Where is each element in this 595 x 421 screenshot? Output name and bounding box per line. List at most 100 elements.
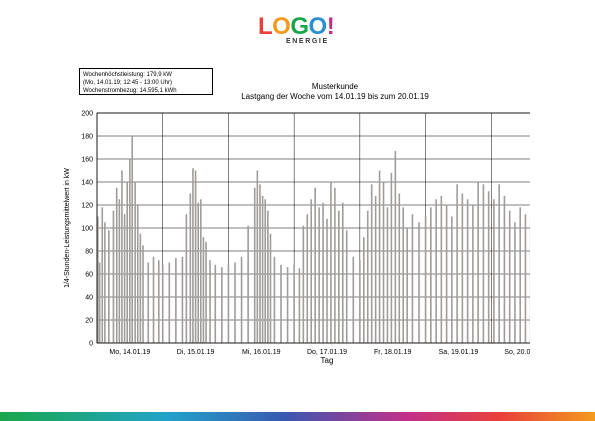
x-tick-label: Di, 15.01.19 <box>177 349 215 356</box>
logo-letter-o2: O <box>308 13 328 40</box>
load-bar <box>451 216 453 343</box>
load-bar <box>406 228 408 343</box>
y-tick-label: 140 <box>81 180 93 187</box>
load-bar <box>341 202 344 343</box>
load-bar <box>487 191 490 343</box>
load-bar <box>192 168 194 343</box>
load-bar <box>200 199 202 343</box>
y-tick-label: 160 <box>81 157 93 164</box>
load-bar <box>374 195 377 343</box>
chart-subtitle: Lastgang der Woche vom 14.01.19 bis zum … <box>241 92 429 101</box>
load-bar <box>247 225 249 343</box>
load-bar <box>131 136 134 343</box>
load-bar <box>352 256 355 343</box>
load-bar <box>259 184 261 343</box>
load-bar <box>466 199 469 343</box>
load-bar <box>168 262 171 343</box>
logo-subtitle: ENERGIE <box>286 38 329 45</box>
load-bar <box>493 199 495 343</box>
load-bar <box>197 202 199 343</box>
load-bar <box>456 184 458 343</box>
load-bar <box>118 199 121 343</box>
load-bar <box>334 187 336 343</box>
load-bar <box>112 210 115 343</box>
load-bar <box>129 159 131 343</box>
load-bar <box>256 170 259 343</box>
logo-letter-exclamation: ! <box>326 13 335 40</box>
load-bar <box>338 210 340 343</box>
load-bar <box>330 182 332 343</box>
load-bar <box>269 233 272 343</box>
load-bar <box>382 182 385 343</box>
y-tick-label: 120 <box>81 203 93 210</box>
y-tick-label: 60 <box>85 272 93 279</box>
load-bar <box>194 170 197 343</box>
logo: LOGO! ENERGIE <box>258 13 338 49</box>
load-bar <box>202 237 205 343</box>
load-bar <box>264 199 267 343</box>
load-bar <box>418 222 420 343</box>
load-bar <box>234 262 236 343</box>
load-bar <box>370 184 373 343</box>
load-bar <box>121 170 123 343</box>
load-bar <box>514 222 516 343</box>
load-bar <box>115 187 118 343</box>
weekly-summary-box: Wochenhöchstleistung: 179,9 kW (Mo, 14.0… <box>79 68 213 95</box>
logo-letter-l: L <box>258 13 273 40</box>
y-tick-label: 20 <box>85 318 93 325</box>
load-bar <box>227 264 230 343</box>
y-axis-label: 1/4-Stunden-Leistungsmittelwert in kW <box>64 168 71 288</box>
load-bar <box>306 214 309 343</box>
load-bar <box>302 225 305 343</box>
load-bar <box>181 256 184 343</box>
y-tick-label: 180 <box>81 134 93 141</box>
load-bar <box>139 233 142 343</box>
load-bar <box>402 207 405 343</box>
load-bar <box>221 267 223 343</box>
weekly-consumption-line: Wochenstrombezug: 14.595,1 kWh <box>83 88 177 94</box>
x-tick-label: Mo, 14.01.19 <box>109 349 150 356</box>
load-bar <box>273 256 276 343</box>
load-bar <box>293 264 295 343</box>
weekly-peak-time-line: (Mo, 14.01.19; 12:45 - 13:00 Uhr) <box>83 80 173 86</box>
weekly-peak-line: Wochenhöchstleistung: 179,9 kW <box>83 72 172 78</box>
x-tick-label: So, 20.01.19 <box>504 349 530 356</box>
load-bar <box>461 193 464 343</box>
load-bar <box>363 237 365 343</box>
load-bar <box>123 214 126 343</box>
load-bar <box>472 205 474 343</box>
load-bar <box>152 256 155 343</box>
load-bar <box>108 230 110 343</box>
load-bar <box>411 214 414 343</box>
load-bar <box>126 182 129 343</box>
load-bar <box>519 207 521 343</box>
y-tick-label: 80 <box>85 249 93 256</box>
load-bar <box>314 187 316 343</box>
load-bar <box>503 195 506 343</box>
load-bar <box>214 264 217 343</box>
plot-frame <box>96 112 530 344</box>
x-axis-label: Tag <box>321 356 334 365</box>
load-bar <box>322 202 324 343</box>
load-bar <box>318 207 320 343</box>
x-tick-label: Mi, 16.01.19 <box>242 349 281 356</box>
load-bar <box>508 210 511 343</box>
load-bar <box>398 193 401 343</box>
load-bar <box>440 195 443 343</box>
x-tick-label: Fr, 18.01.19 <box>374 349 411 356</box>
load-bar <box>477 182 479 343</box>
load-bar <box>175 257 177 343</box>
load-bar <box>147 262 150 343</box>
load-bar <box>261 195 264 343</box>
load-bar <box>430 207 432 343</box>
load-bar <box>240 256 243 343</box>
load-bar <box>104 222 106 343</box>
load-bar <box>280 264 282 343</box>
load-bar <box>157 260 160 343</box>
y-tick-label: 100 <box>81 226 93 233</box>
load-bar <box>345 230 348 343</box>
y-tick-label: 200 <box>81 111 93 118</box>
load-bar <box>498 184 500 343</box>
logo-letter-g: G <box>290 13 309 40</box>
load-bar <box>378 170 381 343</box>
